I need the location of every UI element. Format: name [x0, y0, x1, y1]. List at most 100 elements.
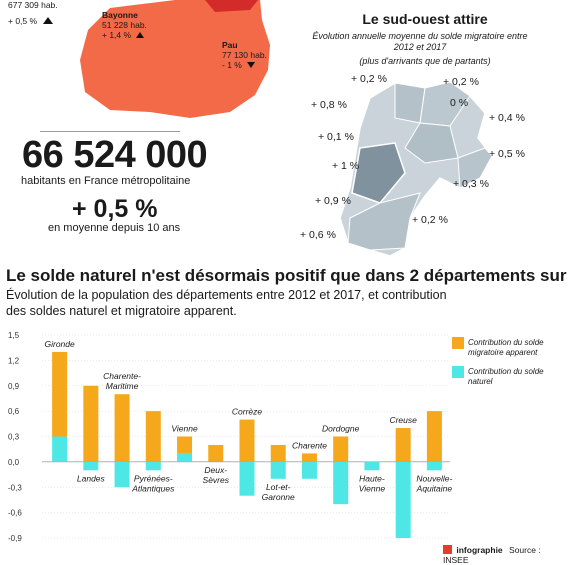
- category-label: Haute-: [359, 473, 385, 483]
- chart-title: Le solde naturel n'est désormais positif…: [6, 266, 568, 285]
- bar-natural: [395, 461, 411, 538]
- bar-migratory: [83, 385, 99, 462]
- bar-migratory: [208, 444, 224, 462]
- southwest-label: + 0,2 %: [443, 76, 479, 88]
- southwest-label: 0 %: [450, 97, 469, 109]
- legend-label: Contribution du solde: [468, 338, 544, 347]
- up-arrow-icon: [43, 17, 54, 24]
- city-change: + 1,4 %: [102, 30, 132, 40]
- bar-natural: [52, 436, 68, 462]
- divider: [40, 131, 180, 132]
- down-arrow-icon: [247, 62, 256, 68]
- legend-swatch: [452, 337, 464, 349]
- category-label: Dordogne: [322, 424, 360, 434]
- y-tick-label: -0,6: [8, 509, 22, 518]
- category-label: Atlantiques: [131, 483, 175, 493]
- legend-label: Contribution du solde: [468, 367, 544, 376]
- bar-natural: [83, 461, 99, 471]
- southwest-label: + 0,2 %: [351, 73, 387, 85]
- growth-label: en moyenne depuis 10 ans: [48, 222, 181, 234]
- bar-natural: [426, 461, 442, 471]
- southwest-label: + 1 %: [332, 160, 360, 172]
- source-label: Source : INSEE: [443, 545, 541, 565]
- chart-subtitle-1: Évolution de la population des départeme…: [6, 288, 447, 302]
- southwest-label: + 0,2 %: [412, 214, 448, 226]
- category-label: Garonne: [262, 492, 295, 502]
- category-label: Creuse: [389, 415, 417, 425]
- footer: infographie Source : INSEE: [443, 545, 568, 565]
- category-label: Lot-et-: [266, 482, 291, 492]
- category-label: Aquitaine: [416, 483, 453, 493]
- bar-natural: [333, 461, 349, 505]
- y-tick-label: 0,3: [8, 433, 20, 442]
- city-name: Pau: [222, 40, 238, 50]
- category-label: Vienne: [359, 483, 386, 493]
- southwest-label: + 0,1 %: [318, 131, 354, 143]
- category-label: Charente: [292, 440, 327, 450]
- growth-value: + 0,5 %: [72, 195, 158, 223]
- bar-natural: [364, 461, 380, 471]
- city-change: + 0,5 %: [8, 16, 38, 26]
- department-shape: [419, 81, 471, 127]
- city-name: Bayonne: [102, 10, 138, 20]
- city-label-bayonne: Bayonne 51 228 hab. + 1,4 %: [102, 10, 147, 40]
- southwest-title: Le sud-ouest attire: [362, 11, 488, 27]
- bar-migratory: [333, 436, 349, 462]
- bar-migratory: [270, 444, 286, 462]
- population-value: 66 524 000: [22, 134, 208, 176]
- category-label: Maritime: [106, 381, 139, 391]
- category-label: Deux-: [204, 465, 227, 475]
- bar-natural: [177, 453, 193, 462]
- y-tick-label: 1,5: [8, 331, 20, 340]
- category-label: Gironde: [44, 339, 75, 349]
- southwest-label: + 0,4 %: [489, 112, 525, 124]
- city-pop: 77 130 hab.: [222, 50, 267, 60]
- up-arrow-icon: [136, 32, 145, 38]
- region-shape: [80, 0, 270, 118]
- y-tick-label: -0,9: [8, 534, 22, 543]
- category-label: Charente-: [103, 371, 141, 381]
- category-label: Corrèze: [232, 407, 263, 417]
- city-label-pau: Pau 77 130 hab. - 1 %: [222, 40, 267, 70]
- y-tick-label: -0,3: [8, 483, 22, 492]
- bar-natural: [301, 461, 317, 479]
- category-label: Nouvelle-: [416, 473, 452, 483]
- city-label-1: 677 309 hab. + 0,5 %: [8, 0, 58, 26]
- bar-natural: [239, 461, 255, 496]
- legend-label: naturel: [468, 377, 493, 386]
- bar-natural: [114, 461, 130, 488]
- y-tick-label: 1,2: [8, 356, 20, 365]
- department-shape: [404, 122, 459, 164]
- bar-natural: [145, 461, 161, 471]
- brand-label: infographie: [456, 545, 503, 555]
- legend-label: migratoire apparent: [468, 348, 538, 357]
- southwest-subtitle: Évolution annuelle moyenne du solde migr…: [312, 31, 528, 52]
- bar-migratory: [426, 411, 442, 462]
- city-pop: 51 228 hab.: [102, 20, 147, 30]
- southwest-note: (plus d'arrivants que de partants): [359, 56, 491, 66]
- bar-migratory: [301, 453, 317, 462]
- bar-migratory: [52, 351, 68, 437]
- department-shape: [457, 147, 493, 189]
- bar-chart: 1,5 1,2 0,9 0,6 0,3 0,0 -0,3 -0,6 -0,9 Gironde Lan…: [8, 331, 544, 543]
- chart-subtitle-2: des soldes naturel et migratoire apparen…: [6, 304, 237, 318]
- category-label: Pyrénées-: [134, 473, 173, 483]
- legend-swatch: [452, 366, 464, 378]
- city-pop: 677 309 hab.: [8, 0, 58, 10]
- southwest-label: + 0,5 %: [489, 148, 525, 160]
- southwest-label: + 0,9 %: [315, 195, 351, 207]
- southwest-map: [339, 81, 493, 257]
- category-label: Vienne: [171, 424, 198, 434]
- gironde-shape: [351, 142, 406, 204]
- department-shape: [347, 192, 421, 251]
- y-tick-label: 0,6: [8, 407, 20, 416]
- department-map: [80, 0, 270, 118]
- bar-migratory: [395, 428, 411, 462]
- brand-icon: [443, 545, 452, 554]
- bar-migratory: [177, 436, 193, 454]
- population-label: habitants en France métropolitaine: [21, 175, 191, 187]
- y-tick-label: 0,0: [8, 458, 20, 467]
- region-shape-dark: [205, 0, 258, 12]
- southwest-label: + 0,6 %: [300, 229, 336, 241]
- y-tick-label: 0,9: [8, 382, 20, 391]
